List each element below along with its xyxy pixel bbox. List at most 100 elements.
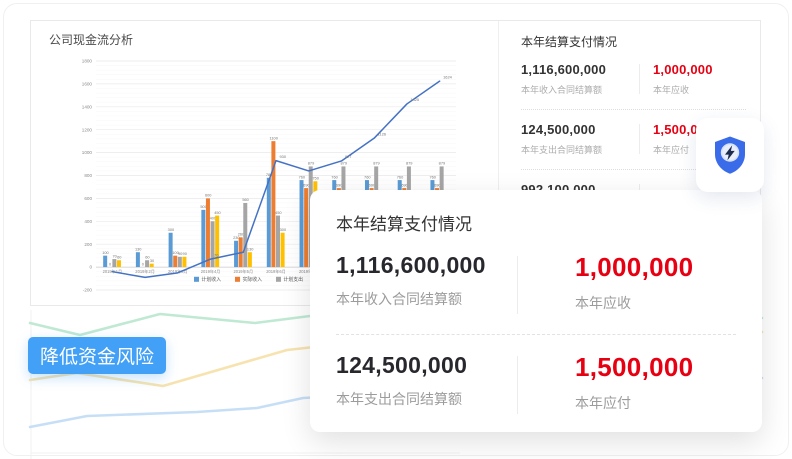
- svg-text:60: 60: [145, 254, 150, 259]
- svg-text:300: 300: [168, 227, 175, 232]
- row-divider: [521, 169, 746, 170]
- income-settlement-value: 1,116,600,000: [521, 62, 607, 77]
- svg-text:600: 600: [205, 193, 212, 198]
- popup-receivable-value: 1,000,000: [575, 252, 694, 282]
- svg-text:260: 260: [238, 232, 245, 237]
- shield-lightning-icon: [715, 136, 745, 174]
- svg-text:879: 879: [406, 161, 413, 166]
- svg-text:2019年5月: 2019年5月: [233, 268, 253, 274]
- popup-row-income: 1,116,600,000 本年收入合同结算额 1,000,000 本年应收: [336, 252, 736, 314]
- popup-income-settlement-label: 本年收入合同结算额: [336, 291, 462, 307]
- panel-divider: [498, 21, 499, 305]
- summary-cell: 1,000,000 本年应收: [640, 62, 713, 96]
- svg-text:200: 200: [84, 242, 92, 247]
- svg-text:760: 760: [397, 174, 404, 179]
- svg-text:2019年2月: 2019年2月: [135, 268, 155, 274]
- popup-row-expense: 124,500,000 本年支出合同结算额 1,500,000 本年应付: [336, 352, 736, 414]
- svg-text:750: 750: [312, 175, 319, 180]
- svg-text:0: 0: [142, 261, 145, 266]
- popup-payable-value: 1,500,000: [575, 352, 694, 382]
- svg-text:690: 690: [434, 182, 441, 187]
- svg-text:30: 30: [150, 258, 155, 263]
- payable-label: 本年应付: [653, 145, 690, 155]
- svg-text:1200: 1200: [82, 127, 93, 132]
- svg-text:690: 690: [401, 182, 408, 187]
- svg-text:560: 560: [242, 197, 249, 202]
- svg-text:780: 780: [266, 172, 273, 177]
- svg-text:690: 690: [303, 182, 310, 187]
- svg-text:2019年7月: 2019年7月: [299, 268, 319, 274]
- svg-text:100: 100: [172, 250, 179, 255]
- popup-cell: 1,116,600,000 本年收入合同结算额: [336, 252, 517, 309]
- settlement-popup-card: 本年结算支付情况 1,116,600,000 本年收入合同结算额 1,000,0…: [310, 190, 762, 432]
- cell-separator: [639, 124, 640, 154]
- popup-payable-label: 本年应付: [575, 395, 631, 411]
- svg-text:400: 400: [210, 216, 217, 221]
- svg-text:计划收入: 计划收入: [202, 276, 222, 283]
- svg-text:879: 879: [373, 161, 380, 166]
- popup-expense-settlement-label: 本年支出合同结算额: [336, 391, 462, 407]
- expense-settlement-value: 124,500,000: [521, 122, 596, 137]
- settlement-summary-panel: 本年结算支付情况 1,116,600,000 本年收入合同结算额 1,000,0…: [499, 21, 760, 305]
- svg-text:879: 879: [439, 161, 446, 166]
- summary-panel-title: 本年结算支付情况: [521, 35, 618, 49]
- svg-text:600: 600: [84, 196, 92, 201]
- svg-text:1400: 1400: [82, 104, 93, 109]
- svg-text:760: 760: [299, 174, 306, 179]
- svg-text:0: 0: [89, 265, 92, 270]
- svg-text:1100: 1100: [270, 135, 279, 140]
- popup-expense-settlement-value: 124,500,000: [336, 352, 468, 378]
- svg-text:70: 70: [112, 253, 117, 258]
- svg-text:1800: 1800: [82, 59, 93, 64]
- svg-text:1600: 1600: [82, 82, 93, 87]
- popup-row-divider: [336, 334, 736, 335]
- svg-text:计划支出: 计划支出: [284, 276, 304, 283]
- svg-text:0: 0: [109, 261, 112, 266]
- svg-text:2019年3月: 2019年3月: [168, 268, 188, 274]
- svg-text:760: 760: [429, 174, 436, 179]
- svg-text:实际收入: 实际收入: [243, 276, 263, 283]
- cell-separator: [517, 356, 518, 414]
- svg-text:690: 690: [369, 182, 376, 187]
- cell-separator: [517, 256, 518, 314]
- popup-title: 本年结算支付情况: [336, 215, 472, 234]
- risk-reduction-tag[interactable]: 降低资金风险: [28, 337, 167, 374]
- popup-income-settlement-value: 1,116,600,000: [336, 252, 486, 278]
- summary-cell: 1,116,600,000 本年收入合同结算额: [521, 62, 639, 96]
- svg-text:1624: 1624: [443, 74, 452, 79]
- chart-title: 公司现金流分析: [49, 33, 134, 47]
- svg-text:879: 879: [308, 161, 315, 166]
- svg-text:1000: 1000: [82, 150, 93, 155]
- svg-text:400: 400: [84, 219, 92, 224]
- popup-cell: 1,000,000 本年应收: [518, 252, 693, 313]
- popup-cell: 124,500,000 本年支出合同结算额: [336, 352, 517, 409]
- expense-settlement-label: 本年支出合同结算额: [521, 145, 603, 155]
- svg-text:500: 500: [200, 204, 207, 209]
- summary-row-expense: 124,500,000 本年支出合同结算额 1,500,000 本年应付: [521, 122, 746, 156]
- svg-text:1126: 1126: [378, 131, 386, 136]
- svg-text:450: 450: [275, 210, 282, 215]
- svg-text:879: 879: [341, 161, 348, 166]
- svg-text:130: 130: [135, 246, 142, 251]
- svg-text:300: 300: [280, 227, 287, 232]
- shield-badge-card[interactable]: [696, 118, 764, 192]
- svg-text:450: 450: [214, 210, 221, 215]
- svg-text:90: 90: [178, 251, 183, 256]
- svg-text:927: 927: [345, 154, 352, 159]
- svg-text:1425: 1425: [410, 97, 419, 102]
- svg-text:130: 130: [247, 246, 254, 251]
- row-divider: [521, 109, 746, 110]
- svg-text:70: 70: [214, 252, 219, 257]
- summary-row-income: 1,116,600,000 本年收入合同结算额 1,000,000 本年应收: [521, 62, 746, 96]
- receivable-label: 本年应收: [653, 85, 690, 95]
- svg-text:760: 760: [331, 174, 338, 179]
- svg-text:-200: -200: [83, 288, 93, 293]
- svg-text:2019年6月: 2019年6月: [266, 268, 286, 274]
- svg-text:230: 230: [233, 235, 240, 240]
- receivable-value: 1,000,000: [653, 62, 713, 77]
- svg-text:90: 90: [183, 251, 188, 256]
- svg-text:60: 60: [117, 254, 122, 259]
- popup-receivable-label: 本年应收: [575, 295, 631, 311]
- svg-text:800: 800: [84, 173, 92, 178]
